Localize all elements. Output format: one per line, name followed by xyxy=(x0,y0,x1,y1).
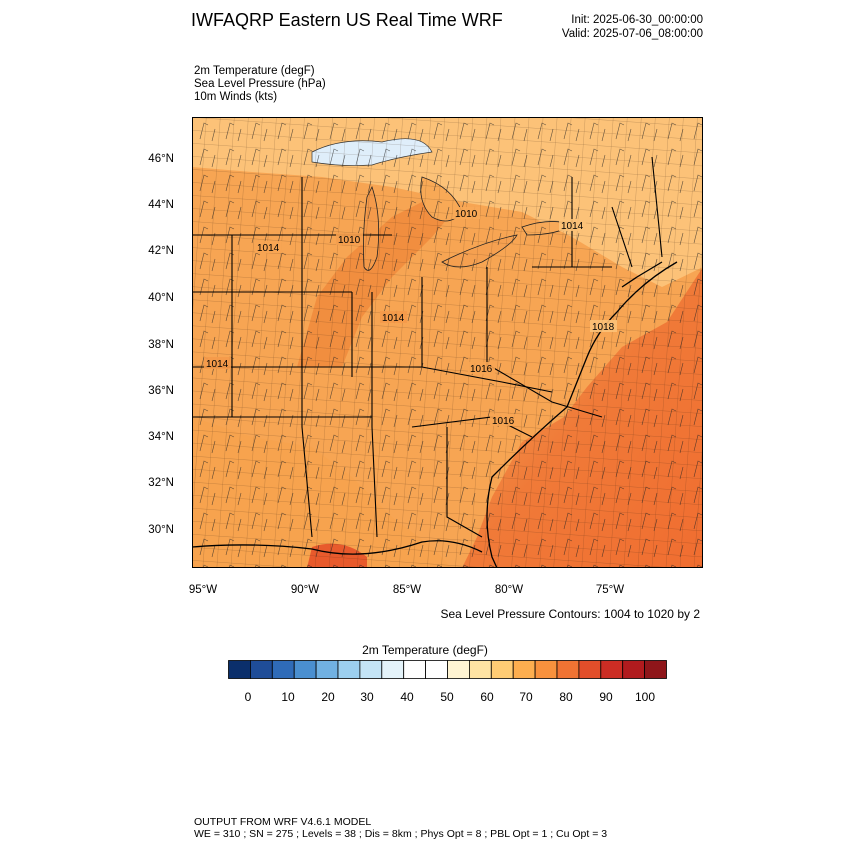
pressure-label: 1014 xyxy=(255,241,282,254)
state-borders xyxy=(192,156,663,538)
colorbar-tick: 30 xyxy=(360,690,374,704)
colorbar-swatch xyxy=(490,660,514,679)
pressure-label: 1016 xyxy=(468,362,495,375)
pressure-labels: 1014 1010 1010 1014 1014 1014 1016 1016 … xyxy=(204,207,617,438)
colorbar-swatch xyxy=(381,660,405,679)
colorbar-swatch xyxy=(644,660,667,679)
svg-text:1016: 1016 xyxy=(470,364,493,375)
pressure-contour-note: Sea Level Pressure Contours: 1004 to 102… xyxy=(440,607,701,621)
colorbar-swatch xyxy=(468,660,492,679)
lat-label-42n: 42°N xyxy=(148,245,174,257)
colorbar-swatch xyxy=(337,660,361,679)
pressure-label: 1010 xyxy=(453,207,480,220)
model-info-line: OUTPUT FROM WRF V4.6.1 MODEL xyxy=(194,816,372,828)
lat-label-30n: 30°N xyxy=(148,524,174,536)
variable-label-temperature: 2m Temperature (degF) xyxy=(194,65,315,77)
colorbar xyxy=(228,660,667,679)
svg-text:1010: 1010 xyxy=(338,235,361,246)
svg-text:1014: 1014 xyxy=(206,359,229,370)
weather-map: 1014 1010 1010 1014 1014 1014 1016 1016 … xyxy=(192,117,703,568)
variable-label-pressure: Sea Level Pressure (hPa) xyxy=(194,78,326,90)
colorbar-tick: 0 xyxy=(244,690,252,704)
lat-label-32n: 32°N xyxy=(148,477,174,489)
svg-text:1014: 1014 xyxy=(257,243,280,254)
colorbar-tick: 20 xyxy=(321,690,335,704)
colorbar-tick: 90 xyxy=(599,690,613,704)
colorbar-tick: 80 xyxy=(559,690,573,704)
colorbar-tick: 70 xyxy=(519,690,533,704)
colorbar-tick: 100 xyxy=(634,690,656,704)
chart-title: IWFAQRP Eastern US Real Time WRF xyxy=(191,10,503,30)
lat-label-38n: 38°N xyxy=(148,339,174,351)
svg-text:1014: 1014 xyxy=(561,221,584,232)
lon-label-80w: 80°W xyxy=(494,584,524,596)
colorbar-swatch xyxy=(512,660,536,679)
lat-label-36n: 36°N xyxy=(148,385,174,397)
pressure-label: 1010 xyxy=(336,233,363,246)
colorbar-swatch xyxy=(600,660,624,679)
lat-label-34n: 34°N xyxy=(148,431,174,443)
pressure-label: 1018 xyxy=(590,320,617,333)
lon-label-85w: 85°W xyxy=(392,584,422,596)
model-info-footer: OUTPUT FROM WRF V4.6.1 MODEL WE = 310 ; … xyxy=(194,816,607,840)
svg-text:1016: 1016 xyxy=(492,416,515,427)
colorbar-swatch xyxy=(271,660,295,679)
init-time: Init: 2025-06-30_00:00:00 xyxy=(571,14,703,26)
model-info-line: WE = 310 ; SN = 275 ; Levels = 38 ; Dis … xyxy=(194,828,608,840)
colorbar-swatch xyxy=(293,660,317,679)
pressure-label: 1014 xyxy=(559,219,586,232)
colorbar-swatch xyxy=(556,660,580,679)
colorbar-swatch xyxy=(315,660,339,679)
colorbar-swatch xyxy=(534,660,558,679)
lon-label-90w: 90°W xyxy=(290,584,320,596)
valid-time: Valid: 2025-07-06_08:00:00 xyxy=(561,28,703,40)
colorbar-swatch xyxy=(447,660,470,679)
pressure-label: 1018 xyxy=(439,425,466,438)
colorbar-tick: 40 xyxy=(400,690,414,704)
lon-label-75w: 75°W xyxy=(595,584,625,596)
pressure-label: 1016 xyxy=(490,414,517,427)
colorbar-swatch xyxy=(622,660,646,679)
colorbar-tick: 60 xyxy=(480,690,494,704)
colorbar-tick: 50 xyxy=(440,690,454,704)
lon-label-95w: 95°W xyxy=(188,584,218,596)
svg-text:1014: 1014 xyxy=(382,313,405,324)
colorbar-swatch xyxy=(578,660,602,679)
variable-label-winds: 10m Winds (kts) xyxy=(194,91,278,103)
pressure-label: 1014 xyxy=(204,357,231,370)
svg-text:1018: 1018 xyxy=(592,322,615,333)
colorbar-swatch xyxy=(403,660,426,679)
lat-label-40n: 40°N xyxy=(148,292,174,304)
lat-label-46n: 46°N xyxy=(148,153,174,165)
coastline xyxy=(192,261,678,568)
svg-text:1010: 1010 xyxy=(455,209,478,220)
pressure-label: 1014 xyxy=(380,311,407,324)
init-valid-time: Init: 2025-06-30_00:00:00 Valid: 2025-07… xyxy=(562,13,703,41)
lat-label-44n: 44°N xyxy=(148,199,174,211)
colorbar-title: 2m Temperature (degF) xyxy=(362,643,488,657)
colorbar-swatch xyxy=(249,660,273,679)
colorbar-tick: 10 xyxy=(281,690,295,704)
colorbar-swatch xyxy=(359,660,383,679)
colorbar-swatch xyxy=(425,660,448,679)
colorbar-swatch xyxy=(228,660,251,679)
